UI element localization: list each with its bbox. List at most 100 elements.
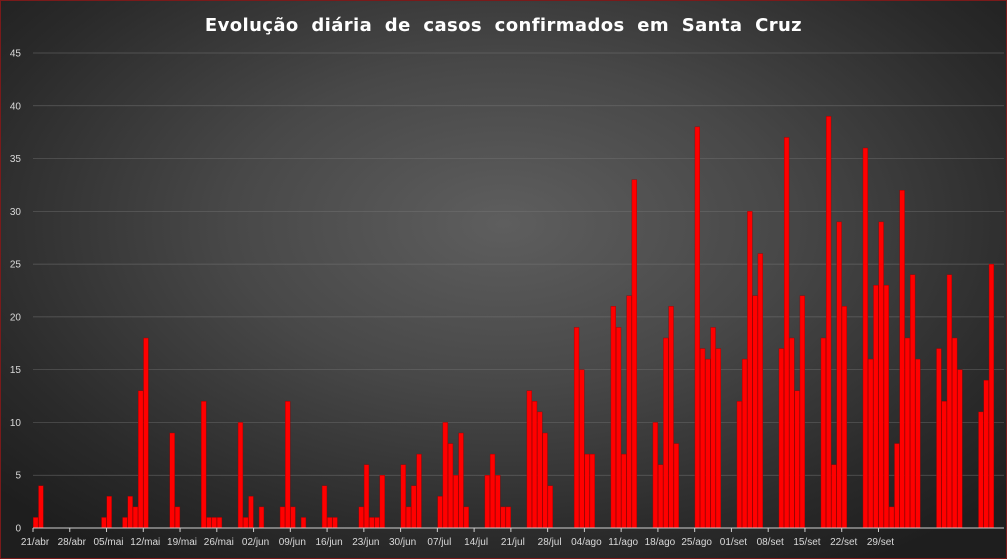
bar xyxy=(216,517,223,529)
bar xyxy=(505,506,511,529)
bar xyxy=(799,295,805,529)
bar xyxy=(831,464,837,529)
bar xyxy=(626,295,632,529)
bar xyxy=(358,506,364,529)
x-tick-label: 04/ago xyxy=(571,537,602,548)
bar xyxy=(610,306,616,529)
bar xyxy=(631,179,637,529)
bar xyxy=(458,432,464,529)
x-tick-label: 09/jun xyxy=(279,537,306,548)
y-tick-label: 35 xyxy=(10,154,22,165)
bar xyxy=(400,464,406,529)
bar xyxy=(442,422,448,529)
bar xyxy=(573,327,580,529)
bar xyxy=(978,411,984,529)
x-tick-label: 22/set xyxy=(830,537,857,548)
bar xyxy=(258,506,265,529)
bar xyxy=(878,221,884,529)
bar xyxy=(694,126,700,529)
bar xyxy=(894,443,900,529)
x-tick-label: 08/set xyxy=(757,537,784,548)
bar xyxy=(300,517,307,529)
bar xyxy=(321,485,328,529)
bar xyxy=(526,390,532,529)
bar xyxy=(789,337,795,529)
bar xyxy=(736,401,742,529)
x-tick-label: 14/jul xyxy=(464,537,488,548)
y-tick-label: 40 xyxy=(10,101,22,112)
bar xyxy=(495,475,501,529)
bar xyxy=(899,190,905,529)
bars xyxy=(33,116,995,529)
bar xyxy=(673,443,679,529)
x-tick-label: 28/abr xyxy=(58,537,87,548)
y-tick-label: 25 xyxy=(10,260,22,271)
bar xyxy=(741,358,748,529)
x-tick-label: 23/jun xyxy=(352,537,379,548)
bar xyxy=(836,221,842,529)
bar xyxy=(757,253,763,529)
bar xyxy=(237,422,244,529)
chart-title: Evolução diária de casos confirmados em … xyxy=(204,15,803,36)
y-tick-label: 15 xyxy=(10,365,22,376)
bar xyxy=(463,506,469,529)
bar xyxy=(715,348,721,529)
bar xyxy=(910,274,916,529)
bar xyxy=(826,116,832,529)
bar xyxy=(369,517,375,529)
x-tick-label: 02/jun xyxy=(242,537,269,548)
bar xyxy=(489,453,496,529)
bar xyxy=(747,211,753,529)
bar xyxy=(484,475,490,529)
bar xyxy=(127,496,133,529)
bar xyxy=(174,506,181,529)
bar xyxy=(957,369,963,529)
bar xyxy=(411,485,417,529)
bar xyxy=(615,327,622,529)
x-tick-label: 21/abr xyxy=(21,537,50,548)
bar xyxy=(542,432,548,529)
bar xyxy=(416,453,422,529)
bar xyxy=(584,453,590,529)
bar xyxy=(946,274,953,529)
y-tick-label: 20 xyxy=(10,312,22,323)
bar xyxy=(868,358,874,529)
bar xyxy=(862,147,869,529)
bar xyxy=(668,306,674,529)
bar xyxy=(201,401,207,529)
x-tick-label: 15/set xyxy=(793,537,820,548)
bar xyxy=(621,453,627,529)
bar xyxy=(904,337,911,529)
bar xyxy=(547,485,553,529)
bar xyxy=(983,380,989,529)
x-tick-label: 28/jul xyxy=(538,537,562,548)
x-tick-label: 19/mai xyxy=(167,537,197,548)
bar xyxy=(379,475,385,529)
bar xyxy=(453,475,459,529)
bar xyxy=(437,496,443,529)
x-tick-label: 16/jun xyxy=(315,537,342,548)
bar xyxy=(579,369,585,529)
bar xyxy=(988,263,995,529)
bar xyxy=(132,506,139,529)
bar xyxy=(794,390,800,529)
bar xyxy=(143,337,149,529)
x-tick-label: 07/jul xyxy=(427,537,451,548)
x-tick-label: 05/mai xyxy=(94,537,124,548)
bar xyxy=(663,337,669,529)
bar xyxy=(206,517,212,529)
bar xyxy=(405,506,412,529)
bar xyxy=(883,285,890,529)
bar xyxy=(537,411,543,529)
bar xyxy=(138,390,144,529)
bar xyxy=(657,464,664,529)
axes: 0 5 10 15 20 25 30 35 40 45 21/abr 28/abr 05/mai 12/m… xyxy=(10,49,1004,548)
x-tick-label: 26/mai xyxy=(204,537,234,548)
bar xyxy=(106,496,112,529)
bar xyxy=(710,327,716,529)
y-tick-label: 30 xyxy=(10,207,22,218)
bar xyxy=(279,506,286,529)
bar xyxy=(38,485,44,529)
